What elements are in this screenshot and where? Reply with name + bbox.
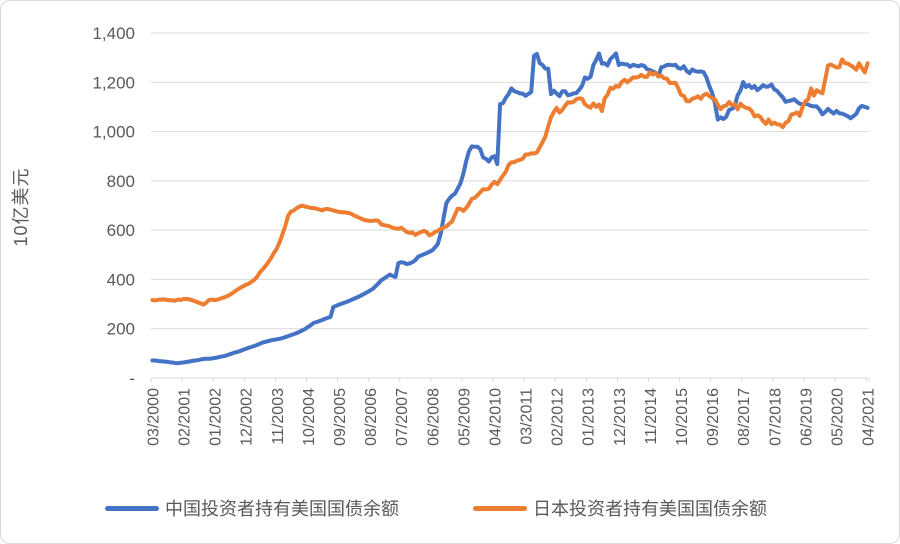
x-tick-label: 05/2009 <box>456 388 473 446</box>
y-tick-label: 800 <box>107 172 135 191</box>
x-tick-label: 12/2002 <box>239 388 256 446</box>
x-tick-label: 06/2019 <box>798 388 815 446</box>
x-tick-label: 05/2020 <box>830 388 847 446</box>
x-tick-label: 04/2021 <box>861 388 878 446</box>
x-tick-label: 09/2016 <box>705 388 722 446</box>
x-tick-label: 02/2001 <box>177 388 194 446</box>
x-tick-label: 08/2017 <box>736 388 753 446</box>
x-tick-label: 02/2012 <box>550 388 567 446</box>
y-tick-label: 600 <box>107 221 135 240</box>
x-tick-label: 11/2014 <box>643 388 660 445</box>
x-tick-label: 08/2006 <box>363 388 380 446</box>
japan-series-line <box>150 57 870 307</box>
y-tick-label: 1,200 <box>92 73 135 92</box>
x-tick-label: 06/2008 <box>425 388 442 446</box>
x-tick-label: 04/2010 <box>488 388 505 446</box>
legend-item-china: 中国投资者持有美国国债余额 <box>105 495 399 521</box>
y-tick-label: 1,000 <box>92 123 135 142</box>
x-tick-label: 03/2000 <box>145 388 162 446</box>
legend: 中国投资者持有美国国债余额 日本投资者持有美国国债余额 <box>1 495 885 521</box>
x-tick-label: 01/2002 <box>208 388 225 446</box>
japan-series-swatch <box>473 505 527 511</box>
x-tick-label: 09/2005 <box>332 388 349 446</box>
legend-item-japan: 日本投资者持有美国国债余额 <box>473 495 767 521</box>
y-axis-title: 10亿美元 <box>11 167 31 247</box>
y-tick-label: 400 <box>107 270 135 289</box>
china-series-line <box>150 51 870 366</box>
legend-label-china: 中国投资者持有美国国债余额 <box>165 499 399 519</box>
y-tick-label: - <box>129 369 135 388</box>
x-tick-label: 03/2011 <box>519 388 536 445</box>
x-tick-label: 11/2003 <box>270 388 287 445</box>
x-tick-label: 01/2013 <box>581 388 598 446</box>
china-series-swatch <box>105 505 159 511</box>
x-tick-label: 07/2007 <box>394 388 411 446</box>
x-tick-label: 07/2018 <box>767 388 784 446</box>
legend-label-japan: 日本投资者持有美国国债余额 <box>533 499 767 519</box>
x-tick-label: 12/2013 <box>612 388 629 446</box>
y-tick-label: 1,400 <box>92 24 135 43</box>
y-tick-label: 200 <box>107 320 135 339</box>
x-tick-label: 10/2015 <box>674 388 691 446</box>
x-tick-label: 10/2004 <box>301 388 318 446</box>
